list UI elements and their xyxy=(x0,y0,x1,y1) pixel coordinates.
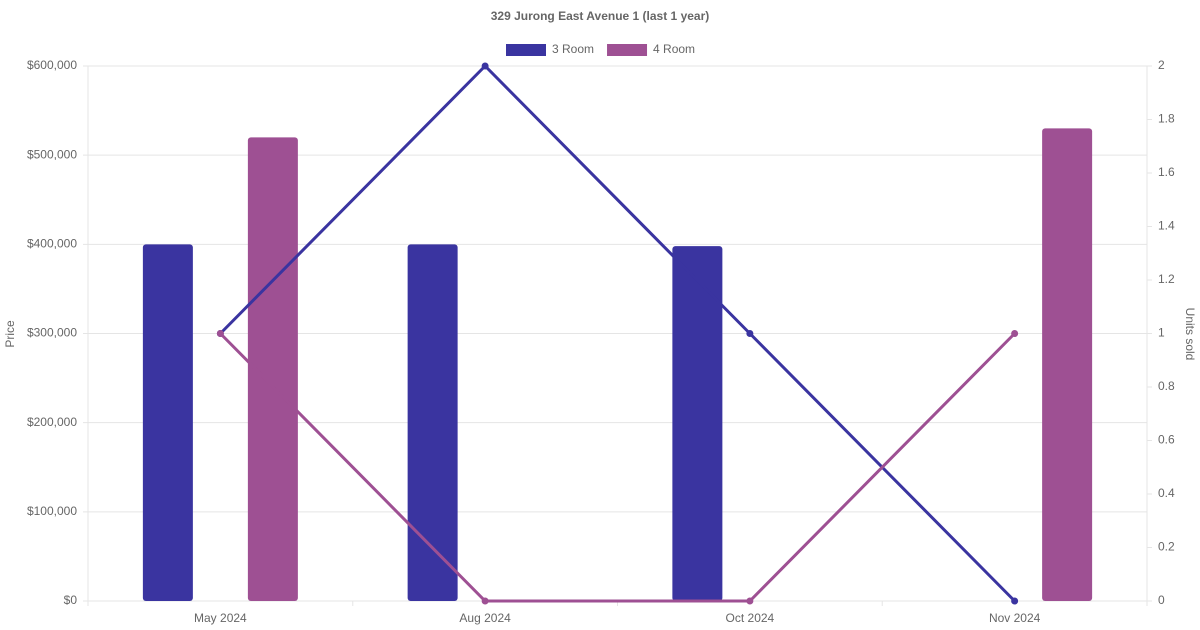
point xyxy=(481,597,489,605)
line xyxy=(219,332,1016,603)
y-tick-label: $600,000 xyxy=(27,58,77,72)
bar xyxy=(672,246,723,601)
y2-tick-label: 1.6 xyxy=(1158,165,1175,179)
y-tick-label: $200,000 xyxy=(27,415,77,429)
chart-title: 329 Jurong East Avenue 1 (last 1 year) xyxy=(491,9,710,23)
y2-tick-label: 0.2 xyxy=(1158,540,1175,554)
bar xyxy=(142,244,193,602)
legend-swatch xyxy=(607,44,648,56)
y2-tick-label: 1 xyxy=(1158,326,1165,340)
legend-label: 3 Room xyxy=(552,42,594,56)
y2-tick-label: 1.8 xyxy=(1158,112,1175,126)
y2-axis-title: Units sold xyxy=(1183,308,1197,361)
legend-label: 4 Room xyxy=(653,42,695,56)
y-axis-title: Price xyxy=(3,320,17,348)
y2-tick-label: 0 xyxy=(1158,593,1165,607)
x-tick-label: Aug 2024 xyxy=(459,611,511,625)
y-tick-label: $100,000 xyxy=(27,504,77,518)
bar xyxy=(1042,128,1093,601)
y2-tick-label: 1.2 xyxy=(1158,272,1175,286)
y-tick-label: $0 xyxy=(64,593,78,607)
bar xyxy=(247,137,298,602)
y-tick-label: $500,000 xyxy=(27,147,77,161)
y2-tick-label: 1.4 xyxy=(1158,219,1175,233)
y-tick-label: $300,000 xyxy=(27,326,77,340)
y-tick-label: $400,000 xyxy=(27,237,77,251)
y2-tick-label: 2 xyxy=(1158,58,1165,72)
legend-swatch xyxy=(506,44,546,56)
y2-tick-label: 0.8 xyxy=(1158,379,1175,393)
bar xyxy=(407,244,458,602)
point xyxy=(746,597,754,605)
x-tick-label: May 2024 xyxy=(194,611,247,625)
point xyxy=(481,62,489,70)
point xyxy=(746,330,754,337)
point xyxy=(1011,597,1019,605)
point xyxy=(1011,330,1019,337)
y2-tick-label: 0.4 xyxy=(1158,486,1175,500)
point xyxy=(216,330,224,337)
x-tick-label: Nov 2024 xyxy=(989,611,1041,625)
x-tick-label: Oct 2024 xyxy=(726,611,775,625)
y2-tick-label: 0.6 xyxy=(1158,433,1175,447)
